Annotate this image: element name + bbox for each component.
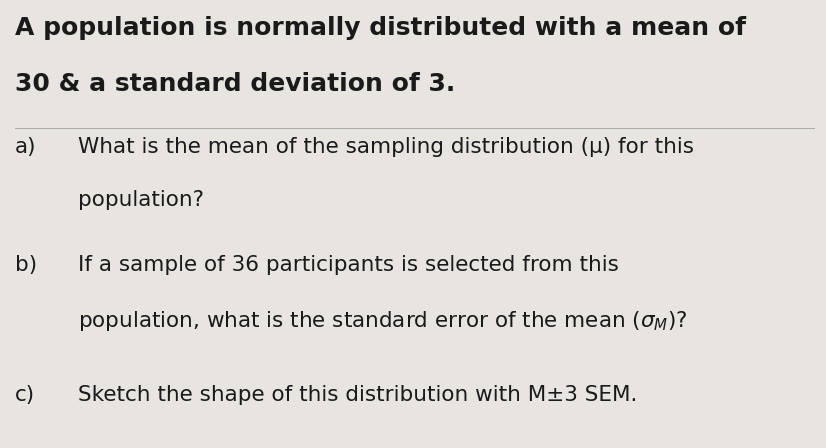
Text: population, what is the standard error of the mean ($\sigma_M$)?: population, what is the standard error o… [78, 309, 688, 333]
Text: b): b) [15, 255, 37, 276]
Text: population?: population? [78, 190, 205, 211]
Text: a): a) [15, 137, 36, 157]
Text: c): c) [15, 385, 35, 405]
Text: Sketch the shape of this distribution with M±3 SEM.: Sketch the shape of this distribution wi… [78, 385, 638, 405]
Text: If a sample of 36 participants is selected from this: If a sample of 36 participants is select… [78, 255, 620, 276]
Text: What is the mean of the sampling distribution (μ) for this: What is the mean of the sampling distrib… [78, 137, 695, 157]
Text: A population is normally distributed with a mean of: A population is normally distributed wit… [15, 16, 746, 40]
Text: 30 & a standard deviation of 3.: 30 & a standard deviation of 3. [15, 72, 455, 96]
